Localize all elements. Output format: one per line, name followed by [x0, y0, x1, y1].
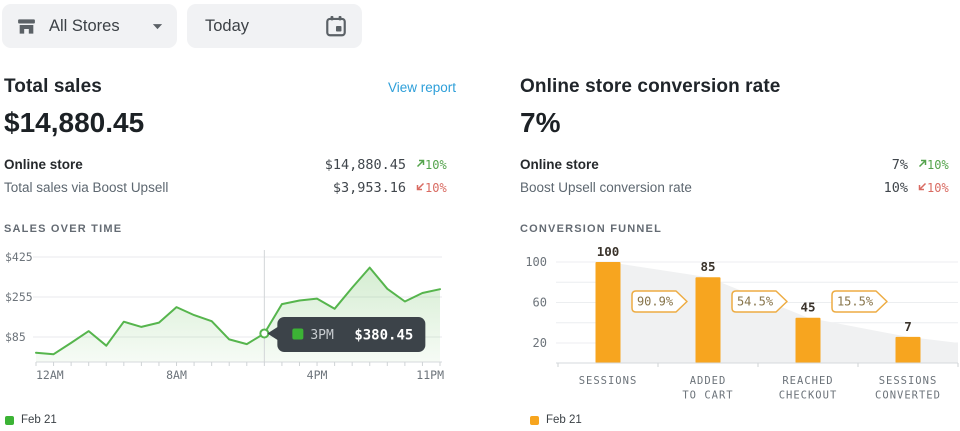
storefront-icon — [18, 18, 35, 34]
y-axis-tick: $255 — [5, 290, 33, 304]
x-axis-tick: 4PM — [307, 368, 328, 382]
x-axis-tick: 12AM — [36, 368, 64, 382]
conversion-rate-badge: 90.9% — [631, 290, 688, 313]
conversion-breakdown: Online store 7% 10% Boost Upsell convers… — [520, 153, 958, 199]
charts-canvas: $425 $255 $85 12AM 8AM 4PM 11PM 3PM $380.45 100 60… — [5, 244, 959, 402]
category-label: SESSIONS — [579, 375, 638, 387]
change-badge: 10% — [416, 158, 456, 172]
category-label: TO CART — [682, 390, 733, 402]
row-label: Online store — [520, 157, 599, 172]
y-axis-tick: 20 — [533, 336, 547, 350]
panel-title: Total sales — [4, 76, 102, 97]
total-sales-header: Total sales View report — [4, 76, 456, 97]
legend-label: Feb 21 — [546, 414, 582, 426]
y-axis-tick: 60 — [533, 296, 547, 310]
metric-row: Online store $14,880.45 10% — [4, 153, 456, 176]
total-sales-panel: Total sales View report $14,880.45 Onlin… — [4, 76, 456, 235]
legend-swatch-green — [5, 415, 14, 425]
conversion-rate-panel: Online store conversion rate 7% Online s… — [520, 76, 958, 235]
category-label: CHECKOUT — [779, 390, 838, 402]
total-sales-breakdown: Online store $14,880.45 10% Total sales … — [4, 153, 456, 199]
badge-label: 90.9% — [637, 295, 674, 309]
date-selector-label: Today — [205, 16, 250, 35]
y-axis-tick: $85 — [5, 330, 26, 344]
store-selector-label: All Stores — [49, 16, 120, 35]
row-value: 7% — [891, 156, 908, 173]
funnel-bar[interactable] — [895, 336, 921, 363]
badge-label: 15.5% — [837, 295, 874, 309]
hover-marker[interactable] — [259, 328, 270, 339]
chevron-down-icon — [152, 23, 163, 29]
funnel-legend: Feb 21 — [530, 414, 582, 426]
category-label: CONVERTED — [875, 390, 941, 402]
funnel-bar[interactable] — [795, 317, 821, 363]
bar-value-label: 100 — [597, 244, 620, 259]
sales-line[interactable] — [35, 266, 441, 356]
topbar: All Stores Today — [0, 0, 960, 56]
bar-value-label: 85 — [700, 259, 715, 274]
x-axis-tick: 11PM — [416, 368, 444, 382]
metric-row: Boost Upsell conversion rate 10% 10% — [520, 176, 958, 199]
store-selector[interactable]: All Stores — [2, 4, 177, 48]
category-label: REACHED — [782, 375, 833, 387]
panel-title: Online store conversion rate — [520, 76, 781, 97]
row-label: Online store — [4, 157, 83, 172]
sales-legend: Feb 21 — [5, 414, 57, 426]
bar-value-label: 45 — [800, 300, 815, 315]
y-axis-tick: 100 — [525, 255, 547, 269]
change-badge: 10% — [416, 181, 456, 195]
conversion-rate-value: 7% — [520, 107, 561, 138]
category-label: SESSIONS — [879, 375, 938, 387]
row-label: Boost Upsell conversion rate — [520, 180, 692, 195]
bar-value-label: 7 — [904, 319, 912, 334]
conversion-rate-badge: 15.5% — [831, 290, 888, 313]
chart-tooltip: 3PM $380.45 — [267, 317, 426, 352]
metric-row: Total sales via Boost Upsell $3,953.16 1… — [4, 176, 456, 199]
sales-over-time-label: SALES OVER TIME — [4, 223, 123, 235]
row-value: $14,880.45 — [324, 156, 406, 173]
legend-label: Feb 21 — [21, 414, 57, 426]
row-label: Total sales via Boost Upsell — [4, 180, 169, 195]
row-value: 10% — [883, 179, 908, 196]
conversion-rate-badge: 54.5% — [731, 290, 788, 313]
date-selector[interactable]: Today — [187, 4, 362, 48]
category-label: ADDED — [690, 375, 727, 387]
change-badge: 10% — [918, 158, 958, 172]
change-badge: 10% — [918, 181, 958, 195]
x-axis-tick: 8AM — [166, 368, 187, 382]
y-axis-tick: $425 — [5, 250, 33, 264]
metric-row: Online store 7% 10% — [520, 153, 958, 176]
tooltip-series-swatch — [292, 328, 304, 340]
legend-swatch-orange — [530, 415, 539, 425]
funnel-bar[interactable] — [595, 262, 621, 363]
tooltip-time: 3PM — [310, 328, 334, 343]
tooltip-value: $380.45 — [354, 328, 413, 344]
conversion-funnel-label: CONVERSION FUNNEL — [520, 223, 663, 235]
conversion-rate-header: Online store conversion rate — [520, 76, 958, 97]
row-value: $3,953.16 — [332, 179, 406, 196]
view-report-link[interactable]: View report — [387, 79, 456, 95]
total-sales-value: $14,880.45 — [4, 107, 145, 138]
badge-label: 54.5% — [737, 295, 774, 309]
funnel-bar[interactable] — [695, 277, 721, 363]
calendar-icon — [326, 15, 346, 37]
